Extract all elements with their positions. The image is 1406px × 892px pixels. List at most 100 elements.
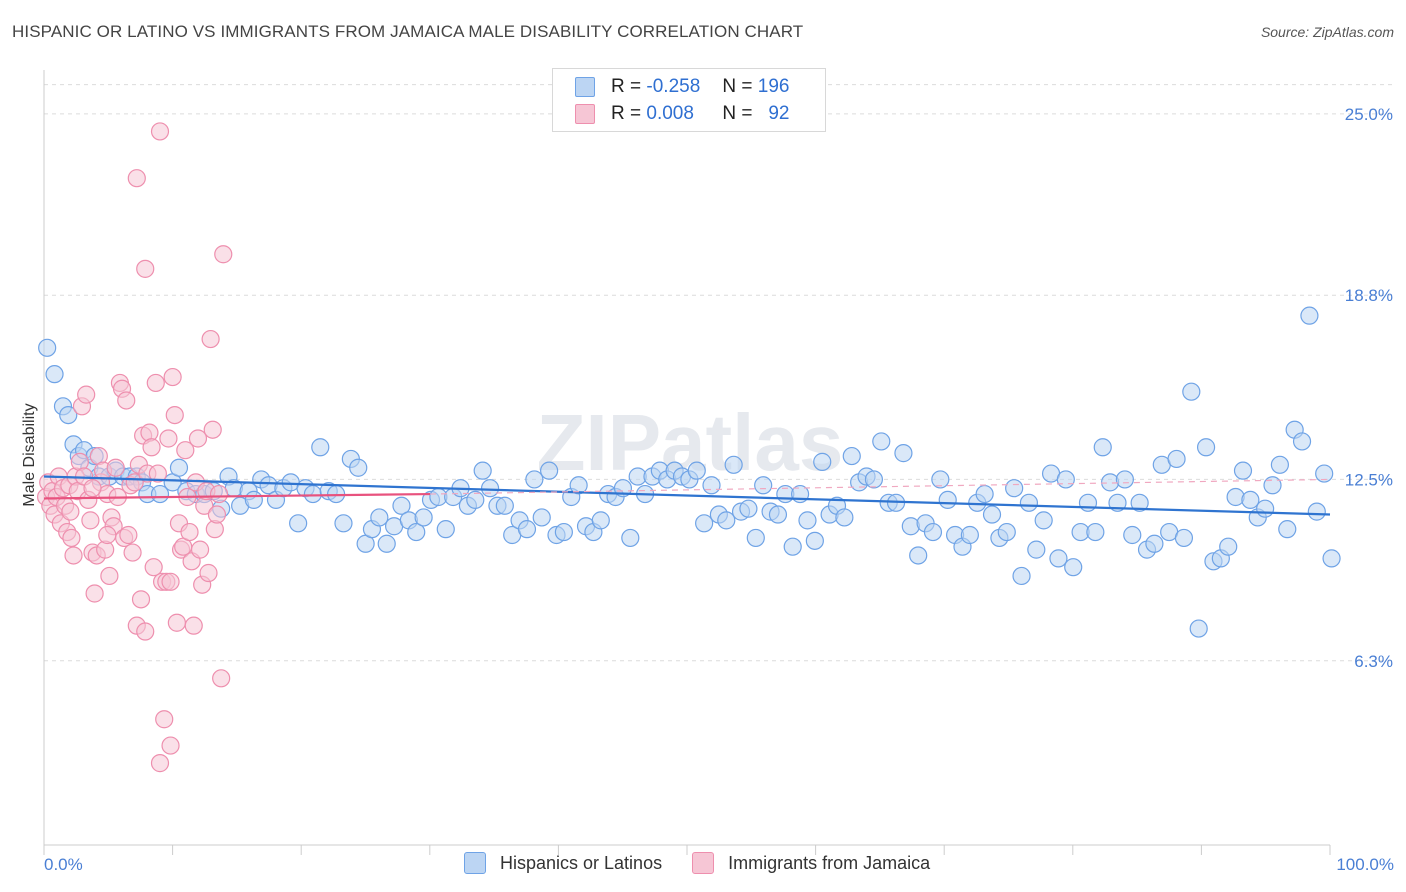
- data-point: [1034, 511, 1053, 530]
- data-point: [45, 365, 64, 384]
- trend-line-jamaica: [43, 492, 431, 500]
- data-point: [155, 710, 174, 729]
- data-point: [746, 528, 765, 548]
- data-point: [83, 479, 102, 498]
- data-point: [540, 461, 559, 480]
- data-point: [872, 432, 891, 451]
- data-point: [61, 502, 80, 521]
- data-point: [1219, 537, 1238, 556]
- data-point: [142, 438, 161, 457]
- data-point: [768, 505, 788, 524]
- data-point: [377, 534, 396, 553]
- source-label: Source: ZipAtlas.com: [1260, 24, 1394, 40]
- data-point: [62, 528, 81, 548]
- data-point: [117, 391, 136, 410]
- data-point: [144, 558, 163, 577]
- data-point: [201, 329, 220, 349]
- data-point: [783, 537, 802, 556]
- data-point: [702, 476, 721, 495]
- data-point: [1056, 470, 1075, 489]
- data-point: [161, 572, 180, 591]
- data-point: [1078, 493, 1098, 512]
- data-point: [303, 484, 323, 504]
- data-point: [209, 484, 229, 504]
- data-point: [136, 622, 155, 641]
- data-point: [38, 338, 57, 357]
- data-point: [106, 458, 125, 477]
- data-point: [569, 476, 588, 495]
- data-point: [864, 470, 884, 489]
- data-point: [1292, 432, 1312, 451]
- legend-r-value: 0.008: [646, 103, 694, 124]
- data-point: [532, 508, 551, 527]
- data-point: [180, 522, 199, 542]
- data-point: [1189, 619, 1208, 638]
- data-point: [1145, 534, 1164, 553]
- series-hispanics-points: [38, 306, 1341, 638]
- data-point: [167, 613, 186, 632]
- data-point: [1196, 438, 1216, 457]
- data-point: [687, 461, 706, 480]
- data-point: [554, 522, 573, 542]
- data-point: [77, 385, 96, 404]
- data-point: [136, 259, 155, 278]
- data-point: [188, 429, 208, 448]
- data-point: [161, 736, 180, 755]
- trend-line-hispanics: [43, 475, 1331, 516]
- data-point: [909, 546, 928, 565]
- axes: [43, 70, 1331, 855]
- data-point: [1130, 493, 1149, 512]
- data-point: [146, 373, 165, 393]
- data-point: [349, 458, 368, 477]
- data-point: [591, 511, 610, 530]
- data-point: [798, 511, 817, 530]
- y-axis-label: Male Disability: [21, 403, 38, 506]
- data-point: [1256, 499, 1275, 518]
- legend-swatch-blue: [575, 77, 595, 97]
- data-point: [901, 517, 920, 536]
- data-point: [1278, 520, 1297, 539]
- data-point: [938, 490, 957, 510]
- data-point: [480, 479, 500, 498]
- data-point: [805, 531, 824, 550]
- data-point: [1182, 382, 1201, 401]
- data-point: [835, 508, 854, 527]
- data-point: [473, 461, 492, 480]
- y-tick-label: 6.3%: [1354, 652, 1393, 671]
- legend-r-value: -0.258: [646, 76, 701, 97]
- data-point: [975, 484, 994, 504]
- series-legend: Hispanics or Latinos Immigrants from Jam…: [464, 852, 960, 874]
- legend-n-value: 92: [768, 103, 790, 124]
- legend-swatch-jamaica: [692, 852, 715, 874]
- legend-label-hispanics: Hispanics or Latinos: [500, 852, 663, 873]
- data-point: [190, 540, 210, 559]
- data-point: [98, 525, 117, 545]
- data-point: [1123, 525, 1142, 545]
- legend-n-label: N =: [722, 103, 753, 124]
- legend-swatch-pink: [575, 104, 595, 124]
- data-point: [119, 525, 138, 545]
- data-point: [176, 441, 195, 460]
- data-point: [244, 490, 263, 510]
- legend-row-hispanics: R = -0.258 N = 196: [575, 75, 789, 99]
- data-point: [64, 546, 83, 565]
- data-point: [717, 511, 736, 530]
- grid-lines: [44, 84, 1394, 662]
- data-point: [1027, 540, 1046, 559]
- data-point: [1270, 455, 1289, 474]
- y-tick-label: 25.0%: [1345, 105, 1393, 124]
- data-point: [931, 470, 950, 489]
- data-point: [370, 508, 389, 527]
- legend-r-label: R =: [611, 76, 642, 97]
- data-point: [436, 520, 455, 539]
- legend-item-hispanics[interactable]: Hispanics or Latinos: [464, 852, 662, 874]
- data-point: [1322, 549, 1341, 568]
- data-point: [159, 429, 178, 448]
- legend-n-value: 196: [757, 76, 790, 97]
- data-point: [1049, 549, 1068, 568]
- legend-item-jamaica[interactable]: Immigrants from Jamaica: [692, 852, 930, 874]
- correlation-legend: R = -0.258 N = 196 R = 0.008 N = 92: [552, 68, 826, 132]
- y-tick-label: 18.8%: [1345, 286, 1393, 305]
- data-point: [150, 484, 170, 504]
- data-point: [923, 522, 943, 542]
